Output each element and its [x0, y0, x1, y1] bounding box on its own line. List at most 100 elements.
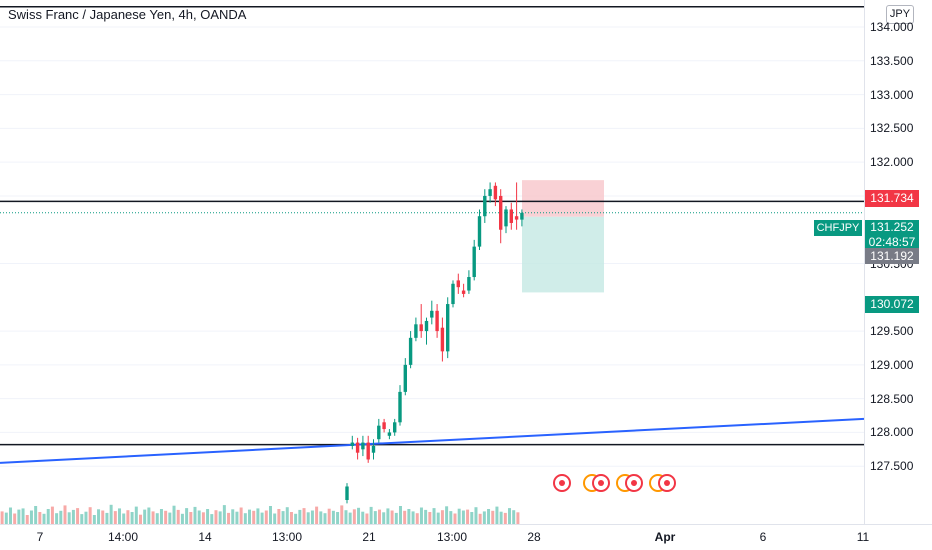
- volume-bar-83: [348, 512, 352, 524]
- candle-body-4: [366, 442, 370, 460]
- volume-bar-49: [206, 509, 210, 524]
- volume-bar-75: [315, 506, 319, 524]
- chart-title: Swiss Franc / Japanese Yen, 4h, OANDA: [8, 7, 247, 22]
- volume-bar-46: [193, 506, 197, 524]
- candle-body-10: [398, 391, 402, 423]
- price-tick-2: 133.000: [870, 87, 914, 102]
- candle-body-15: [424, 320, 429, 332]
- volume-bar-92: [386, 508, 390, 524]
- candle-body-5: [371, 445, 376, 453]
- volume-bar-37: [155, 513, 159, 524]
- economic-event-dot-1: [598, 480, 604, 486]
- candle-body-23: [467, 277, 471, 291]
- volume-bar-48: [201, 512, 205, 524]
- volume-bar-19: [80, 514, 84, 524]
- volume-bar-72: [302, 508, 306, 524]
- candle-body-14: [419, 324, 423, 332]
- volume-bar-73: [306, 512, 310, 524]
- price-tick-1: 133.500: [870, 53, 914, 68]
- volume-bar-78: [327, 508, 331, 524]
- volume-bar-44: [185, 508, 189, 524]
- time-tick-4: 21: [362, 530, 376, 544]
- candle-body-32: [514, 216, 519, 220]
- volume-bar-21: [88, 507, 92, 524]
- volume-bar-18: [76, 508, 80, 524]
- time-tick-7: Apr: [654, 530, 676, 544]
- volume-bar-74: [310, 510, 314, 524]
- volume-bar-110: [461, 510, 465, 524]
- volume-bar-96: [403, 510, 407, 524]
- price-tick-7: 129.500: [870, 324, 914, 339]
- time-tick-8: 6: [759, 530, 767, 544]
- volume-bar-42: [176, 509, 180, 524]
- volume-bar-80: [336, 512, 340, 524]
- volume-bar-95: [398, 506, 402, 524]
- volume-bar-15: [63, 505, 67, 524]
- volume-bar-60: [252, 510, 256, 524]
- volume-bar-103: [432, 508, 436, 524]
- candle-body-30: [504, 209, 508, 227]
- stop-loss-price-label: 131.734: [865, 190, 919, 207]
- volume-bar-8: [34, 506, 38, 524]
- symbol-label: CHFJPY: [814, 220, 862, 236]
- volume-bar-99: [415, 513, 419, 524]
- volume-bar-85: [357, 507, 361, 524]
- volume-bar-55: [231, 509, 235, 524]
- volume-bar-64: [268, 506, 272, 524]
- volume-bar-114: [478, 513, 482, 524]
- currency-button[interactable]: JPY: [886, 5, 914, 24]
- volume-bar-66: [277, 509, 281, 524]
- last-price-value: 131.252: [870, 220, 914, 234]
- volume-bar-14: [59, 510, 63, 524]
- volume-bar-16: [67, 512, 71, 524]
- volume-bar-31: [130, 512, 134, 524]
- volume-bar-54: [227, 512, 231, 524]
- time-tick-3: 13:00: [271, 530, 303, 544]
- volume-bar-90: [378, 509, 382, 524]
- volume-bar-118: [495, 506, 499, 524]
- volume-bar-51: [214, 510, 218, 524]
- candle-body-33: [520, 212, 524, 220]
- volume-bar-69: [289, 512, 293, 524]
- candle-body-22: [461, 290, 466, 294]
- candle-body-0: [345, 486, 349, 500]
- candle-body-18: [440, 327, 445, 352]
- volume-bar-109: [457, 508, 461, 524]
- volume-bar-61: [256, 508, 260, 524]
- volume-bar-57: [239, 507, 243, 524]
- trendline: [0, 417, 865, 464]
- volume-bar-43: [180, 513, 184, 524]
- volume-bar-10: [42, 513, 46, 524]
- candle-body-3: [361, 442, 365, 450]
- volume-bar-108: [453, 513, 457, 524]
- volume-bar-113: [474, 507, 478, 524]
- volume-bar-3: [13, 513, 17, 524]
- time-tick-0: 7: [36, 530, 44, 544]
- candle-body-29: [499, 195, 503, 230]
- volume-bar-4: [17, 509, 21, 524]
- volume-bar-97: [407, 509, 411, 524]
- economic-event-dot-2: [631, 480, 637, 486]
- candle-body-8: [387, 432, 392, 436]
- volume-bar-107: [449, 511, 453, 524]
- volume-bar-52: [218, 511, 222, 524]
- volume-bar-122: [512, 510, 516, 524]
- volume-bar-9: [38, 512, 42, 524]
- time-tick-1: 14:00: [107, 530, 139, 544]
- price-tick-9: 128.500: [870, 391, 914, 406]
- volume-bar-82: [344, 510, 348, 524]
- volume-bar-65: [273, 513, 277, 524]
- volume-bar-35: [147, 507, 151, 524]
- candle-body-7: [382, 422, 386, 430]
- volume-bar-79: [331, 510, 335, 524]
- volume-bar-41: [172, 505, 176, 524]
- volume-bar-111: [466, 509, 470, 524]
- price-tick-8: 129.000: [870, 357, 914, 372]
- volume-bar-26: [109, 504, 113, 524]
- volume-bar-112: [470, 512, 474, 524]
- volume-bar-91: [382, 512, 386, 524]
- volume-bar-63: [264, 510, 268, 524]
- volume-bar-25: [105, 512, 109, 524]
